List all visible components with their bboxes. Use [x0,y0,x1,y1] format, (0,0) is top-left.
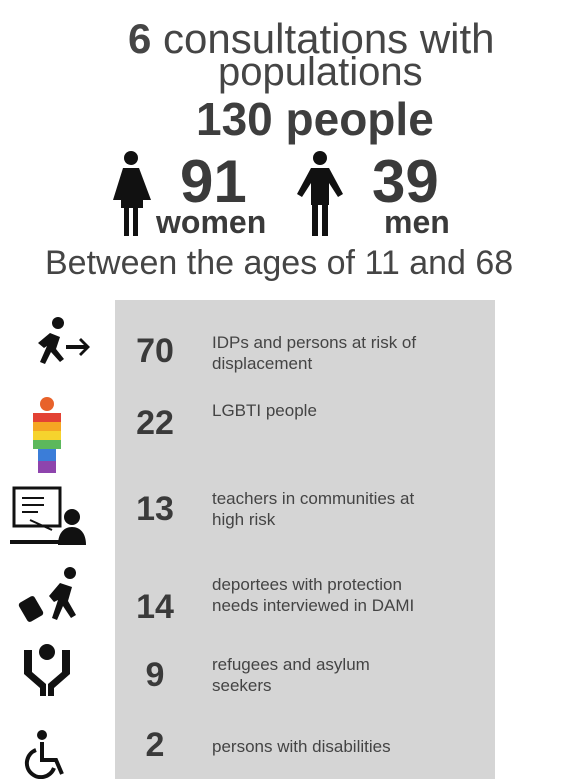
total: 130 people [196,93,434,145]
displaced-icon [38,317,90,364]
group-count: 2 [145,726,165,764]
group-count: 13 [136,490,174,528]
headline-text: populations [218,50,423,94]
women-label: women [156,204,267,240]
consultation-count: 6 [128,15,152,62]
group-label: high risk [212,510,276,529]
disability-icon [24,730,64,779]
group-label: displacement [212,354,313,373]
group-count: 70 [136,332,174,370]
group-label: teachers in communities at [212,489,415,508]
teacher-icon [10,486,86,545]
men-count: 39 [372,148,439,215]
group-label: refugees and asylum [212,655,370,674]
group-label: seekers [212,676,272,695]
group-count: 14 [136,588,174,626]
group-label: needs interviewed in DAMI [212,596,415,615]
refugee-icon [24,644,70,696]
group-count: 22 [136,404,174,442]
group-count: 9 [145,656,165,694]
lgbti-icon [33,397,61,473]
deportee-icon [18,567,76,622]
group-label: IDPs and persons at risk of [212,333,417,352]
group-label: deportees with protection [212,575,402,594]
group-label: persons with disabilities [212,737,391,756]
woman-icon [113,151,151,236]
man-icon [297,151,343,236]
men-label: men [384,204,450,240]
headline-text: consultations with [163,15,495,62]
headline: 6 consultations with [128,18,495,60]
ages: Between the ages of 11 and 68 [45,244,514,282]
women-count: 91 [180,148,247,215]
panel [115,300,495,779]
group-label: LGBTI people [212,401,317,420]
